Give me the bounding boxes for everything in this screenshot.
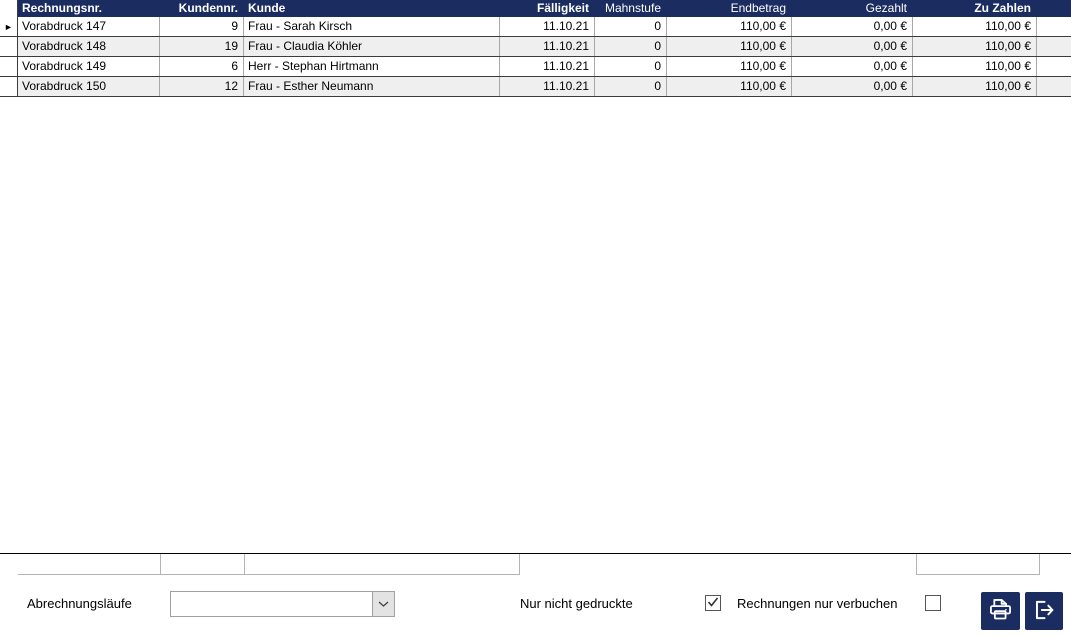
cell-gezahlt[interactable]: 0,00 € <box>792 77 913 96</box>
checkmark-icon <box>707 594 719 612</box>
cell-gezahlt[interactable]: 0,00 € <box>792 57 913 76</box>
cell-gezahlt[interactable]: 0,00 € <box>792 37 913 56</box>
cell-kundennr[interactable]: 9 <box>160 17 244 36</box>
record-selector-cell[interactable] <box>0 37 18 56</box>
record-selector-cell[interactable] <box>0 77 18 96</box>
summary-field-kundennr <box>160 554 245 575</box>
cell-endbetrag[interactable]: 110,00 € <box>667 37 792 56</box>
header-mahnstufe[interactable]: Mahnstufe <box>595 0 667 17</box>
invoice-row[interactable]: Vorabdruck 150 12 Frau - Esther Neumann … <box>0 77 1071 97</box>
invoice-table: Rechnungsnr. Kundennr. Kunde Fälligkeit … <box>0 0 1071 97</box>
cell-mahnstufe[interactable]: 0 <box>595 37 667 56</box>
cell-rechnungsnr[interactable]: Vorabdruck 150 <box>18 77 160 96</box>
cell-filler <box>1037 37 1071 56</box>
cell-zu-zahlen[interactable]: 110,00 € <box>913 37 1037 56</box>
rechnungen-nur-verbuchen-label: Rechnungen nur verbuchen <box>737 596 898 611</box>
cell-endbetrag[interactable]: 110,00 € <box>667 57 792 76</box>
cell-kundennr[interactable]: 12 <box>160 77 244 96</box>
invoice-rows: ► Vorabdruck 147 9 Frau - Sarah Kirsch 1… <box>0 17 1071 97</box>
cell-mahnstufe[interactable]: 0 <box>595 17 667 36</box>
header-kunde[interactable]: Kunde <box>244 0 500 17</box>
cell-rechnungsnr[interactable]: Vorabdruck 148 <box>18 37 160 56</box>
summary-field-kunde <box>245 554 520 575</box>
record-selector-cell[interactable]: ► <box>0 17 18 36</box>
cell-mahnstufe[interactable]: 0 <box>595 77 667 96</box>
summary-field-rechnungsnr <box>18 554 160 575</box>
cell-gezahlt[interactable]: 0,00 € <box>792 17 913 36</box>
cell-kunde[interactable]: Frau - Esther Neumann <box>244 77 500 96</box>
cell-kunde[interactable]: Herr - Stephan Hirtmann <box>244 57 500 76</box>
print-button[interactable] <box>981 592 1020 630</box>
cell-mahnstufe[interactable]: 0 <box>595 57 667 76</box>
cell-faelligkeit[interactable]: 11.10.21 <box>500 37 595 56</box>
nur-nicht-gedruckte-checkbox[interactable] <box>705 595 721 611</box>
cell-faelligkeit[interactable]: 11.10.21 <box>500 57 595 76</box>
invoice-row[interactable]: Vorabdruck 148 19 Frau - Claudia Köhler … <box>0 37 1071 57</box>
exit-button[interactable] <box>1025 592 1063 630</box>
cell-faelligkeit[interactable]: 11.10.21 <box>500 17 595 36</box>
printer-icon <box>987 596 1014 626</box>
header-zu-zahlen[interactable]: Zu Zahlen <box>913 0 1037 17</box>
abrechnungslaeufe-label: Abrechnungsläufe <box>27 596 132 611</box>
cell-filler <box>1037 57 1071 76</box>
cell-endbetrag[interactable]: 110,00 € <box>667 77 792 96</box>
cell-filler <box>1037 17 1071 36</box>
chevron-down-icon <box>378 595 389 613</box>
cell-kunde[interactable]: Frau - Sarah Kirsch <box>244 17 500 36</box>
nur-nicht-gedruckte-label: Nur nicht gedruckte <box>520 596 633 611</box>
cell-kunde[interactable]: Frau - Claudia Köhler <box>244 37 500 56</box>
cell-rechnungsnr[interactable]: Vorabdruck 149 <box>18 57 160 76</box>
exit-icon <box>1031 597 1057 626</box>
checkmark-icon <box>927 594 939 612</box>
header-filler-cell <box>1037 0 1071 17</box>
header-gezahlt[interactable]: Gezahlt <box>792 0 913 17</box>
invoice-row[interactable]: ► Vorabdruck 147 9 Frau - Sarah Kirsch 1… <box>0 17 1071 37</box>
header-kundennr[interactable]: Kundennr. <box>160 0 244 17</box>
cell-rechnungsnr[interactable]: Vorabdruck 147 <box>18 17 160 36</box>
abrechnungslaeufe-select-value <box>171 592 372 616</box>
rechnungen-nur-verbuchen-checkbox[interactable] <box>925 595 941 611</box>
abrechnungslaeufe-select[interactable] <box>170 591 395 617</box>
header-selector-cell <box>0 0 18 17</box>
abrechnungslaeufe-dropdown-button[interactable] <box>372 592 394 616</box>
cell-faelligkeit[interactable]: 11.10.21 <box>500 77 595 96</box>
cell-kundennr[interactable]: 19 <box>160 37 244 56</box>
current-record-arrow-icon: ► <box>4 22 13 32</box>
cell-kundennr[interactable]: 6 <box>160 57 244 76</box>
summary-field-total <box>916 554 1040 575</box>
summary-divider-line <box>0 553 1071 554</box>
cell-zu-zahlen[interactable]: 110,00 € <box>913 57 1037 76</box>
cell-zu-zahlen[interactable]: 110,00 € <box>913 77 1037 96</box>
header-rechnungsnr[interactable]: Rechnungsnr. <box>18 0 160 17</box>
header-endbetrag[interactable]: Endbetrag <box>667 0 792 17</box>
record-selector-cell[interactable] <box>0 57 18 76</box>
invoice-row[interactable]: Vorabdruck 149 6 Herr - Stephan Hirtmann… <box>0 57 1071 77</box>
cell-zu-zahlen[interactable]: 110,00 € <box>913 17 1037 36</box>
cell-endbetrag[interactable]: 110,00 € <box>667 17 792 36</box>
header-faelligkeit[interactable]: Fälligkeit <box>500 0 595 17</box>
table-header-row: Rechnungsnr. Kundennr. Kunde Fälligkeit … <box>0 0 1071 17</box>
cell-filler <box>1037 77 1071 96</box>
